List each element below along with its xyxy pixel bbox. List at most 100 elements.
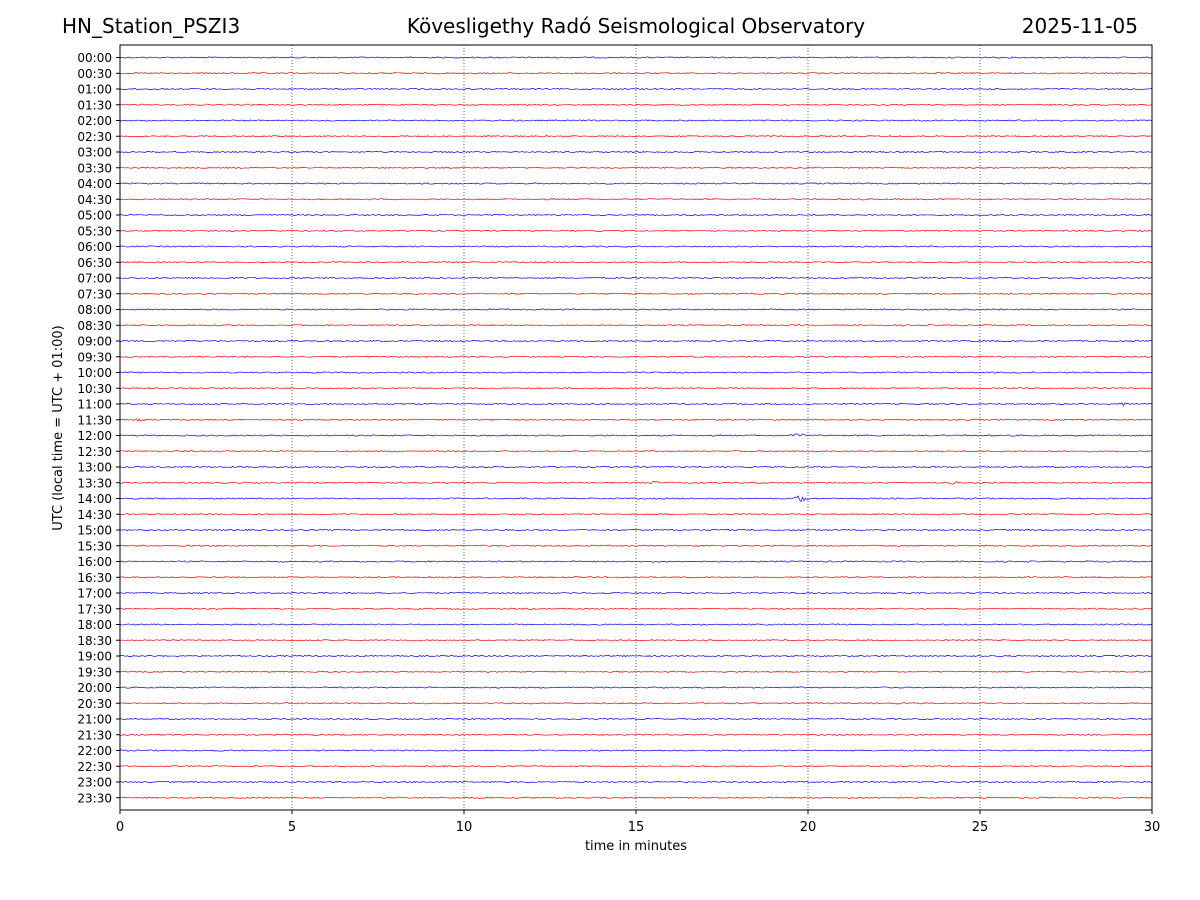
y-tick-label: 23:30: [77, 791, 112, 805]
x-tick-label: 30: [1144, 820, 1161, 835]
y-tick-label: 13:30: [77, 476, 112, 490]
y-tick-label: 08:30: [77, 319, 112, 333]
y-tick-label: 16:30: [77, 571, 112, 585]
trace-1600: [119, 560, 1153, 563]
trace-0000: [119, 56, 1153, 59]
trace-0400: [119, 182, 1153, 185]
trace-1230: [119, 450, 1153, 453]
y-tick-label: 03:30: [77, 161, 112, 175]
trace-2030: [119, 702, 1153, 705]
x-tick-layer: 0 5 10 15 20 25 30: [116, 810, 1160, 835]
trace-1800: [119, 623, 1153, 626]
trace-0700: [119, 276, 1153, 280]
trace-1330: [119, 480, 1153, 485]
y-tick-label: 07:00: [77, 272, 112, 286]
y-tick-label: 21:00: [77, 713, 112, 727]
chart-title: Kövesligethy Radó Seismological Observat…: [406, 14, 866, 38]
y-tick-label: 05:00: [77, 209, 112, 223]
trace-1200: [119, 433, 1153, 437]
x-tick-label: 20: [800, 820, 817, 835]
trace-0030: [119, 72, 1153, 75]
y-tick-label: 20:30: [77, 697, 112, 711]
trace-0130: [119, 103, 1153, 106]
y-tick-label: 05:30: [77, 224, 112, 238]
y-tick-label: 10:00: [77, 366, 112, 380]
y-tick-label: 08:00: [77, 303, 112, 317]
trace-0730: [119, 292, 1153, 295]
trace-0600: [119, 245, 1153, 248]
y-tick-label: 12:00: [77, 429, 112, 443]
trace-1430: [119, 513, 1153, 516]
grid-layer: [291, 45, 981, 810]
trace-2300: [119, 780, 1153, 784]
trace-2330: [119, 796, 1153, 799]
y-tick-label: 14:30: [77, 508, 112, 522]
y-tick-label: 04:00: [77, 177, 112, 191]
y-tick-label: 18:30: [77, 634, 112, 648]
trace-2130: [119, 733, 1153, 736]
y-tick-label: 17:30: [77, 602, 112, 616]
trace-1530: [119, 544, 1153, 547]
y-tick-label: 13:00: [77, 461, 112, 475]
trace-0100: [119, 87, 1153, 91]
trace-1630: [119, 576, 1153, 579]
trace-1300: [119, 465, 1153, 469]
trace-1100: [119, 402, 1153, 407]
y-tick-label: 03:00: [77, 146, 112, 160]
trace-1730: [119, 607, 1153, 610]
trace-1830: [119, 639, 1153, 642]
y-tick-label: 04:30: [77, 193, 112, 207]
trace-0230: [119, 135, 1153, 138]
y-tick-label: 19:30: [77, 665, 112, 679]
y-tick-label: 11:30: [77, 413, 112, 427]
y-axis-label: UTC (local time = UTC + 01:00): [51, 325, 66, 530]
y-tick-label: 02:00: [77, 114, 112, 128]
y-tick-label: 00:30: [77, 67, 112, 81]
y-tick-label: 16:00: [77, 555, 112, 569]
y-tick-label: 22:30: [77, 760, 112, 774]
y-tick-label: 21:30: [77, 728, 112, 742]
y-tick-label: 11:00: [77, 398, 112, 412]
y-tick-label: 22:00: [77, 744, 112, 758]
trace-0500: [119, 213, 1153, 217]
x-tick-label: 15: [628, 820, 645, 835]
y-tick-label: 20:00: [77, 681, 112, 695]
trace-0300: [119, 150, 1153, 154]
trace-2200: [119, 749, 1153, 752]
trace-1700: [119, 591, 1153, 595]
trace-0200: [119, 119, 1153, 122]
trace-1400: [119, 495, 1153, 503]
trace-2100: [119, 717, 1153, 721]
y-tick-label: 19:00: [77, 650, 112, 664]
trace-1930: [119, 670, 1153, 673]
station-name: HN_Station_PSZI3: [62, 14, 241, 38]
trace-0830: [119, 324, 1153, 327]
trace-layer: [119, 56, 1153, 799]
y-tick-label: 09:00: [77, 335, 112, 349]
y-tick-label: 12:30: [77, 445, 112, 459]
y-tick-label: 23:00: [77, 776, 112, 790]
y-tick-label: 06:00: [77, 240, 112, 254]
date-label: 2025-11-05: [1021, 14, 1138, 38]
trace-0430: [119, 198, 1153, 201]
trace-2230: [119, 765, 1153, 768]
x-tick-label: 0: [116, 820, 124, 835]
trace-1900: [119, 654, 1153, 658]
y-tick-label: 01:30: [77, 98, 112, 112]
trace-0330: [119, 166, 1153, 169]
trace-0930: [119, 355, 1153, 358]
y-tick-label: 15:30: [77, 539, 112, 553]
trace-0900: [119, 339, 1153, 343]
y-tick-label: 02:30: [77, 130, 112, 144]
y-tick-label: 15:00: [77, 524, 112, 538]
x-axis-label: time in minutes: [585, 839, 687, 854]
x-tick-label: 10: [456, 820, 473, 835]
y-tick-label: 09:30: [77, 350, 112, 364]
trace-0800: [119, 308, 1153, 311]
y-tick-label: 17:00: [77, 587, 112, 601]
trace-1130: [119, 418, 1153, 422]
trace-0530: [119, 229, 1153, 232]
trace-1000: [119, 371, 1153, 374]
